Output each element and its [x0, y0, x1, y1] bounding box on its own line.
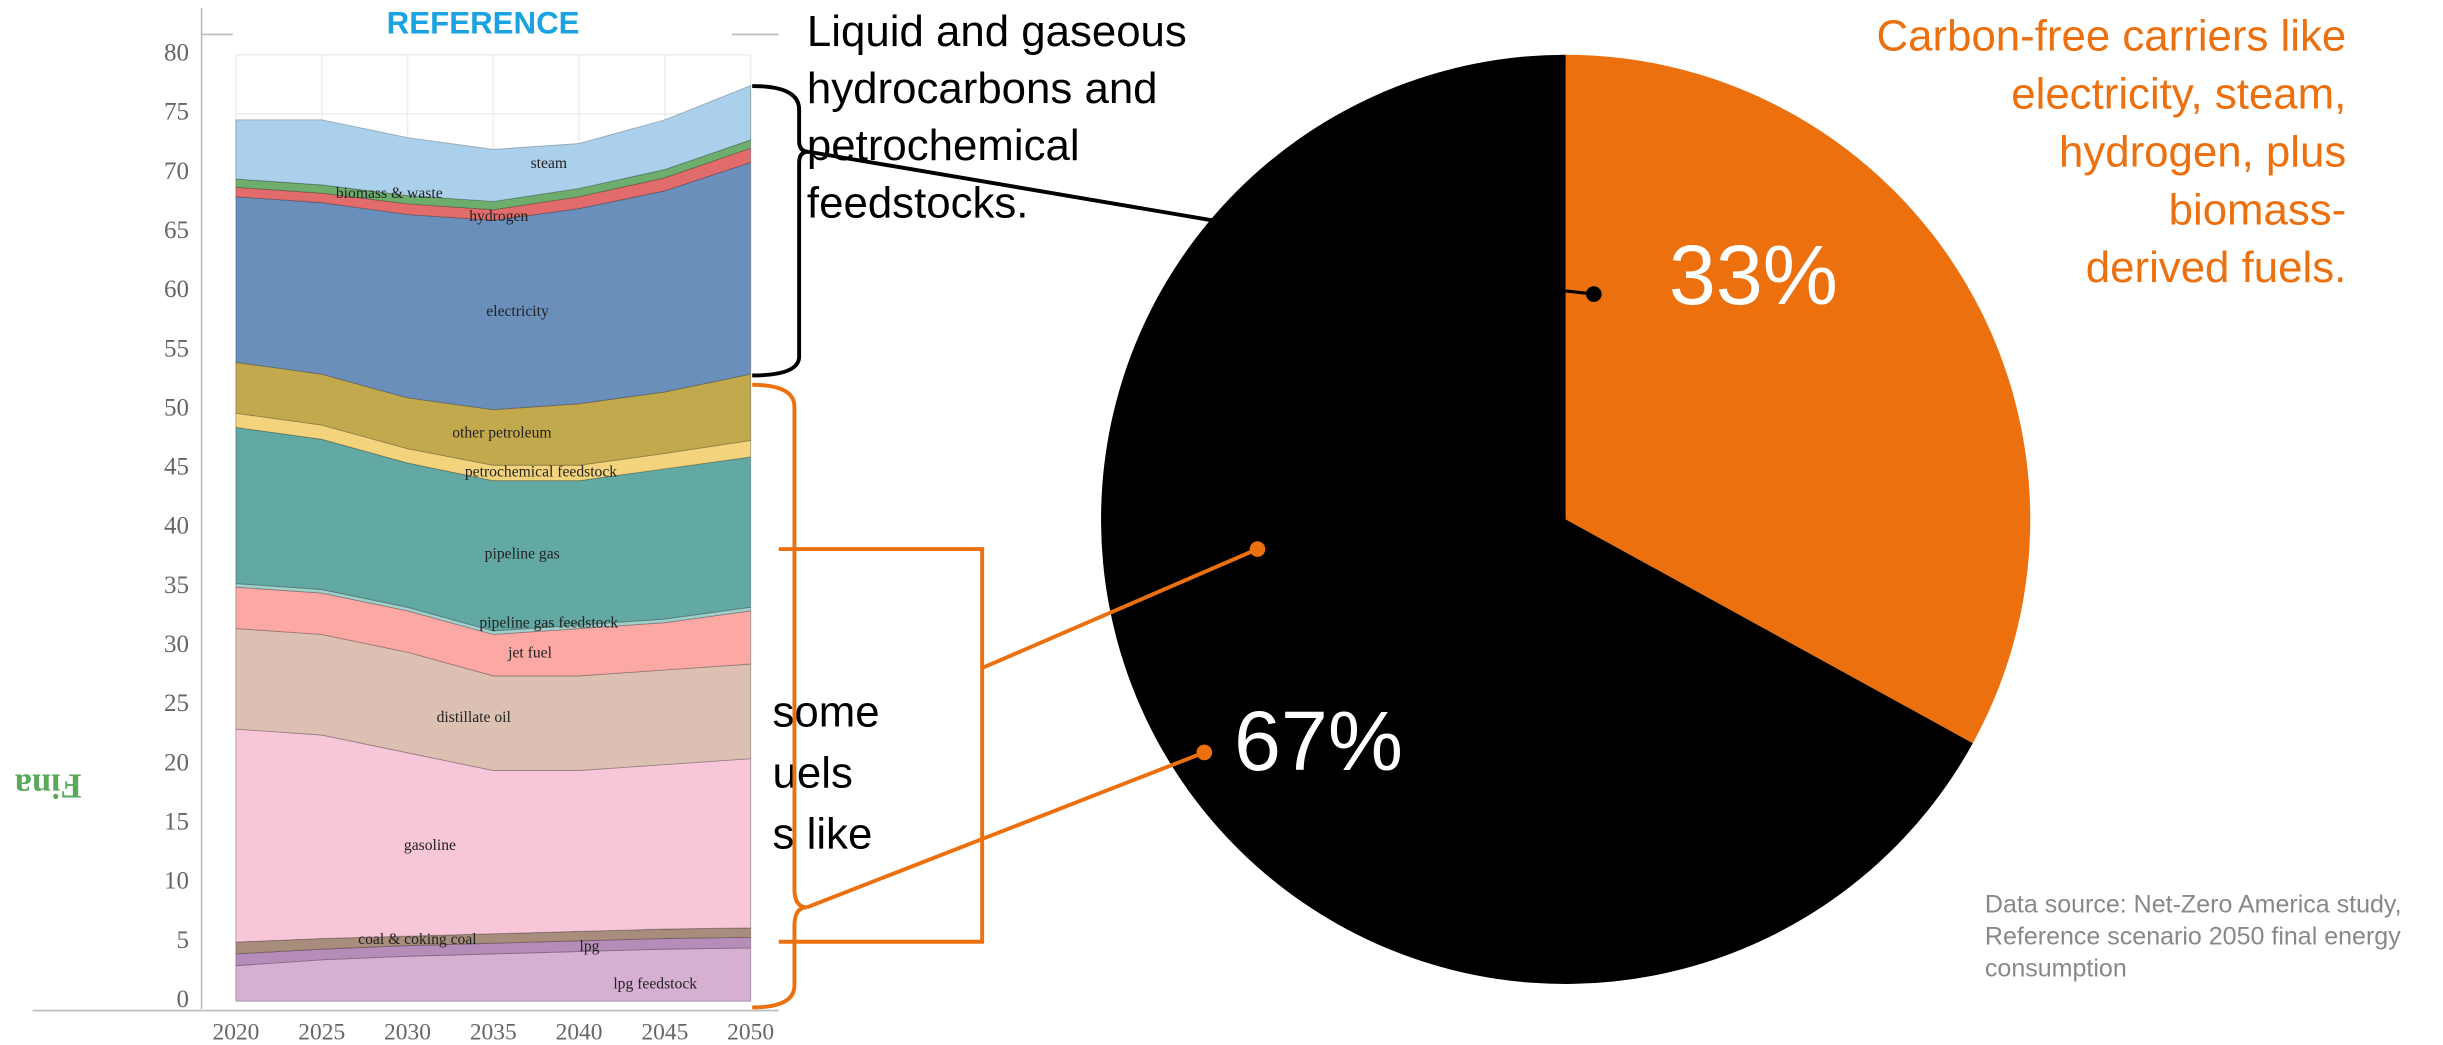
- annotation-line: petrochemical: [807, 121, 1080, 170]
- source-line: consumption: [1985, 955, 2127, 983]
- series-label: coal & coking coal: [358, 931, 477, 948]
- annotations: Liquid and gaseous hydrocarbons and petroc…: [807, 7, 2402, 983]
- annotation-line: feedstocks.: [807, 178, 1029, 227]
- y-axis-label: Fina: [15, 766, 82, 804]
- hidden-text-layer: some uels s like: [773, 687, 880, 858]
- x-tick-label: 2020: [212, 1019, 259, 1045]
- series-label: other petroleum: [452, 425, 551, 442]
- connector-dot: [1196, 744, 1213, 761]
- y-tick-label: 45: [164, 454, 189, 481]
- area: [235, 728, 752, 943]
- series-label: jet fuel: [507, 644, 552, 661]
- y-tick-label: 30: [164, 631, 189, 658]
- y-tick-label: 0: [176, 986, 189, 1013]
- annotation-line: Carbon-free carriers like: [1877, 12, 2347, 61]
- area: [235, 586, 752, 677]
- annotation-line: uels: [773, 748, 853, 797]
- y-tick-label: 55: [164, 335, 189, 362]
- x-tick-label: 2040: [556, 1019, 603, 1045]
- series-label: pipeline gas feedstock: [479, 615, 618, 632]
- y-tick-label: 50: [164, 394, 189, 421]
- area: [235, 139, 752, 211]
- area: [235, 161, 752, 411]
- annotation-line: some: [773, 687, 880, 736]
- connector: [806, 750, 1206, 910]
- connector: [981, 547, 1259, 670]
- y-tick-label: 80: [164, 39, 189, 66]
- source-line: Reference scenario 2050 final energy: [1985, 922, 2401, 950]
- pie-slice: [1565, 54, 2031, 744]
- area: [235, 583, 752, 635]
- annotation-line: electricity, steam,: [2011, 70, 2346, 119]
- series-label: lpg: [580, 938, 600, 955]
- connector: [808, 149, 1215, 223]
- area: [235, 361, 752, 466]
- source-line: Data source: Net-Zero America study,: [1985, 890, 2402, 918]
- pie-slice: [1101, 54, 1973, 984]
- annotation-line: s like: [773, 810, 873, 859]
- pie-label: 33%: [1669, 228, 1838, 322]
- pie-label: 67%: [1234, 694, 1403, 788]
- connector-dot: [1585, 286, 1602, 302]
- series-label: distillate oil: [437, 709, 512, 726]
- y-tick-label: 10: [164, 868, 189, 895]
- x-tick-label: 2030: [384, 1019, 431, 1045]
- y-tick-label: 40: [164, 513, 189, 540]
- y-tick-label: 65: [164, 217, 189, 244]
- bracket: [778, 547, 985, 944]
- annotation-line: hydrogen, plus: [2059, 127, 2346, 176]
- area: [235, 147, 752, 221]
- bracket: [752, 84, 809, 378]
- annotation-line: biomass-: [2169, 185, 2347, 234]
- x-tick-label: 2045: [641, 1019, 688, 1045]
- y-tick-label: 5: [176, 927, 189, 954]
- annotation-line: derived fuels.: [2086, 243, 2347, 292]
- area: [235, 84, 752, 202]
- y-tick-label: 20: [164, 749, 189, 776]
- callouts: [752, 84, 1602, 1010]
- annotation-line: hydrocarbons and: [807, 64, 1158, 113]
- y-tick-label: 70: [164, 158, 189, 185]
- series-label: biomass & waste: [336, 185, 443, 202]
- x-tick-label: 2050: [727, 1019, 774, 1045]
- series-label: hydrogen: [469, 208, 528, 225]
- series-label: gasoline: [404, 837, 456, 854]
- annotation-line: Liquid and gaseous: [807, 7, 1187, 56]
- chart-title: REFERENCE: [387, 5, 580, 40]
- y-tick-label: 15: [164, 808, 189, 835]
- y-tick-label: 60: [164, 276, 189, 303]
- x-tick-label: 2035: [470, 1019, 517, 1045]
- y-tick-label: 25: [164, 690, 189, 717]
- series-label: petrochemical feedstock: [465, 464, 617, 481]
- series-label: lpg feedstock: [613, 975, 697, 992]
- pie-chart: 33% 67%: [1101, 54, 2031, 984]
- x-tick-label: 2025: [298, 1019, 345, 1045]
- y-tick-label: 75: [164, 99, 189, 126]
- series-label: steam: [531, 155, 567, 172]
- series-label: pipeline gas: [485, 545, 560, 562]
- area: [235, 947, 752, 1002]
- series-label: electricity: [486, 303, 549, 320]
- connector-dot: [1249, 541, 1266, 557]
- y-tick-label: 35: [164, 572, 189, 599]
